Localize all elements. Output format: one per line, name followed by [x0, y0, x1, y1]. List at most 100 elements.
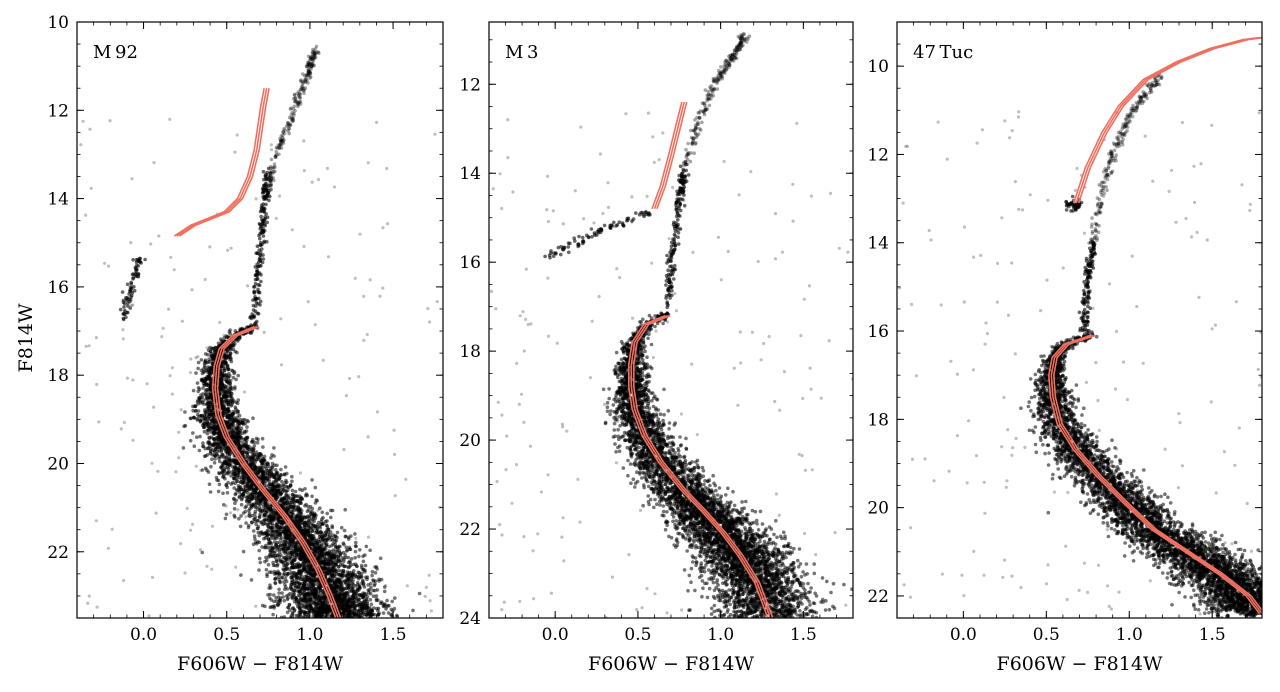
star-point: [368, 597, 373, 602]
star-point: [312, 573, 316, 577]
star-point: [268, 507, 273, 511]
star-point: [322, 545, 326, 550]
star-point: [206, 446, 210, 450]
star-point: [328, 533, 332, 537]
star-point: [283, 558, 288, 563]
star-point: [259, 459, 263, 463]
star-point: [245, 425, 249, 429]
star-point: [194, 408, 198, 413]
star-point: [273, 556, 278, 560]
star-point: [250, 520, 254, 525]
star-point: [210, 367, 214, 372]
star-point: [230, 391, 234, 396]
star-point: [288, 530, 292, 535]
star-point: [277, 547, 282, 552]
star-point: [239, 497, 244, 502]
star-point: [211, 426, 215, 431]
star-point: [370, 570, 375, 574]
star-point: [229, 434, 234, 439]
star-point: [281, 542, 286, 547]
star-point: [351, 601, 356, 605]
star-point: [208, 451, 213, 456]
star-point: [222, 473, 226, 477]
star-point: [254, 497, 259, 501]
star-point: [370, 620, 374, 624]
star-point: [221, 385, 226, 390]
star-point: [197, 396, 201, 400]
star-point: [243, 455, 248, 459]
star-point: [203, 352, 208, 356]
star-point: [291, 563, 295, 568]
star-point: [219, 337, 223, 342]
star-point: [284, 480, 289, 485]
star-point: [260, 477, 265, 481]
star-point: [224, 351, 228, 356]
star-point: [239, 492, 244, 497]
star-point: [290, 474, 294, 479]
star-point: [291, 550, 296, 555]
star-point: [375, 588, 380, 592]
star-point: [332, 582, 337, 587]
star-point: [287, 602, 292, 607]
star-point: [236, 473, 240, 478]
star-point: [335, 530, 340, 535]
star-point: [320, 510, 325, 515]
star-point: [368, 582, 373, 586]
star-point: [220, 396, 224, 401]
star-point: [210, 457, 214, 462]
star-point: [264, 466, 269, 471]
star-point: [242, 417, 247, 422]
star-point: [214, 475, 219, 480]
star-point: [268, 545, 273, 550]
star-point: [294, 613, 299, 618]
star-point: [215, 427, 220, 432]
star-point: [237, 421, 242, 426]
star-point: [263, 521, 268, 526]
star-point: [270, 526, 275, 530]
star-point: [244, 442, 248, 447]
star-point: [297, 524, 302, 529]
star-point: [291, 576, 295, 580]
star-point: [303, 586, 307, 591]
star-point: [385, 598, 389, 603]
star-point: [279, 467, 283, 472]
star-point: [266, 461, 270, 466]
star-point: [204, 388, 209, 392]
star-point: [205, 431, 210, 436]
star-point: [216, 441, 220, 446]
star-point: [327, 554, 331, 559]
star-point: [243, 421, 248, 426]
star-point: [242, 429, 247, 434]
star-point: [273, 577, 277, 581]
star-point: [300, 577, 304, 582]
star-point: [302, 525, 307, 529]
star-point: [340, 574, 345, 578]
star-point: [224, 455, 228, 459]
star-point: [223, 516, 228, 521]
star-point: [343, 613, 347, 618]
star-point: [220, 470, 224, 475]
star-point: [249, 479, 253, 483]
star-point: [269, 456, 273, 460]
star-point: [251, 416, 255, 421]
star-point: [220, 371, 225, 376]
star-point: [297, 569, 302, 574]
star-point: [324, 530, 328, 534]
star-point: [201, 386, 205, 390]
star-point: [258, 560, 263, 565]
star-point: [257, 455, 261, 460]
star-point: [229, 413, 234, 418]
star-point: [196, 389, 200, 394]
star-point: [199, 419, 203, 423]
star-point: [262, 458, 267, 463]
star-point: [393, 596, 397, 600]
star-point: [344, 573, 348, 578]
star-point: [210, 419, 215, 423]
star-point: [241, 476, 245, 480]
star-point: [229, 482, 233, 486]
star-point: [386, 603, 390, 608]
star-point: [191, 431, 195, 435]
star-point: [252, 443, 257, 448]
star-point: [313, 524, 318, 528]
star-point: [203, 360, 208, 365]
